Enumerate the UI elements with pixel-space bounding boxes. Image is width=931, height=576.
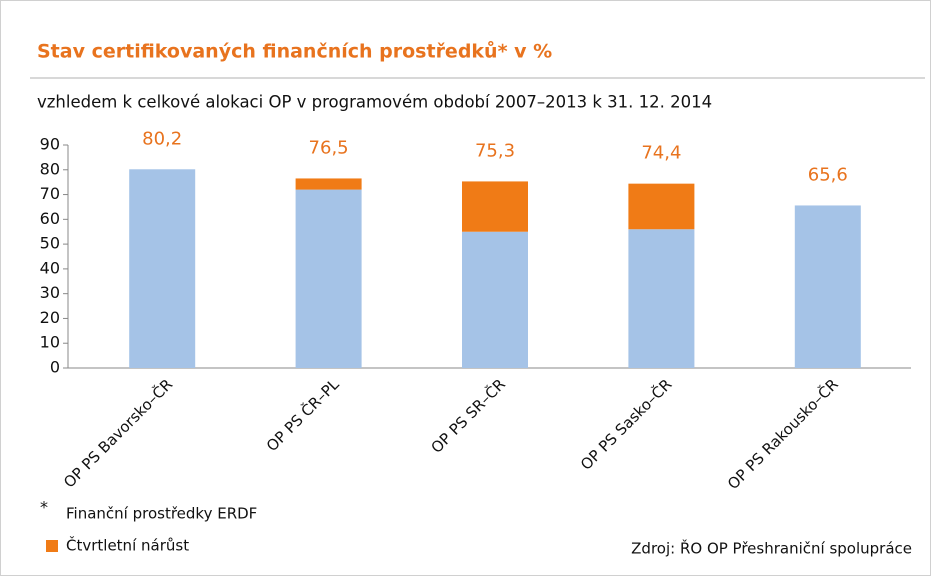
total-label: 75,3 bbox=[475, 140, 515, 161]
legend-label: Čtvrtletní nárůst bbox=[66, 536, 189, 555]
bar-segment bbox=[462, 231, 528, 368]
total-label: 74,4 bbox=[641, 143, 681, 164]
bar-segment bbox=[129, 169, 196, 368]
subtitle: vzhledem k celkové alokaci OP v programo… bbox=[37, 93, 712, 112]
y-tick-label: 20 bbox=[40, 308, 60, 327]
bar-segment bbox=[794, 205, 861, 368]
y-tick-label: 60 bbox=[40, 209, 60, 228]
y-tick-label: 70 bbox=[40, 184, 60, 203]
total-label: 65,6 bbox=[808, 164, 848, 185]
legend-label: Finanční prostředky ERDF bbox=[66, 505, 257, 523]
y-tick-label: 0 bbox=[50, 358, 60, 377]
y-tick-label: 40 bbox=[40, 258, 60, 277]
total-label: 80,2 bbox=[142, 128, 182, 149]
legend-swatch bbox=[46, 540, 58, 552]
bar-segment bbox=[462, 181, 528, 232]
y-tick-label: 80 bbox=[40, 159, 60, 178]
total-label: 76,5 bbox=[309, 137, 349, 158]
y-tick-label: 10 bbox=[40, 333, 60, 352]
source: Zdroj: ŘO OP Přeshraniční spolupráce bbox=[631, 539, 912, 558]
bar-segment bbox=[628, 183, 695, 230]
y-tick-label: 30 bbox=[40, 283, 60, 302]
bar-segment bbox=[295, 189, 362, 368]
y-tick-label: 50 bbox=[40, 234, 60, 253]
chart-title: Stav certifikovaných finančních prostřed… bbox=[37, 40, 552, 63]
bar-segment bbox=[628, 229, 695, 368]
bar-segment bbox=[295, 178, 362, 190]
y-tick-label: 90 bbox=[40, 135, 60, 154]
footnote-mark: * bbox=[40, 498, 48, 517]
